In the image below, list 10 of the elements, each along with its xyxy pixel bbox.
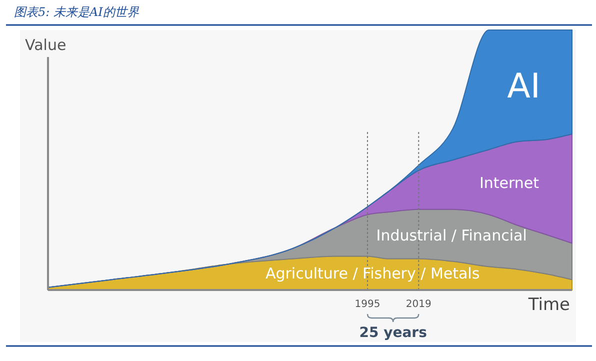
series-label: AI [507, 66, 540, 107]
chart-title: 图表5: 未来是AI的世界 [14, 5, 140, 19]
x-axis-title: Time [527, 295, 570, 315]
text: 25 years [359, 325, 427, 341]
x-tick-label: 2019 [406, 299, 432, 310]
x-tick-label: 1995 [354, 299, 380, 310]
y-axis-title: Value [25, 36, 66, 54]
series-label: Industrial / Financial [376, 226, 527, 244]
series-label: Agriculture / Fishery / Metals [265, 264, 480, 282]
series-label: Internet [479, 174, 540, 192]
